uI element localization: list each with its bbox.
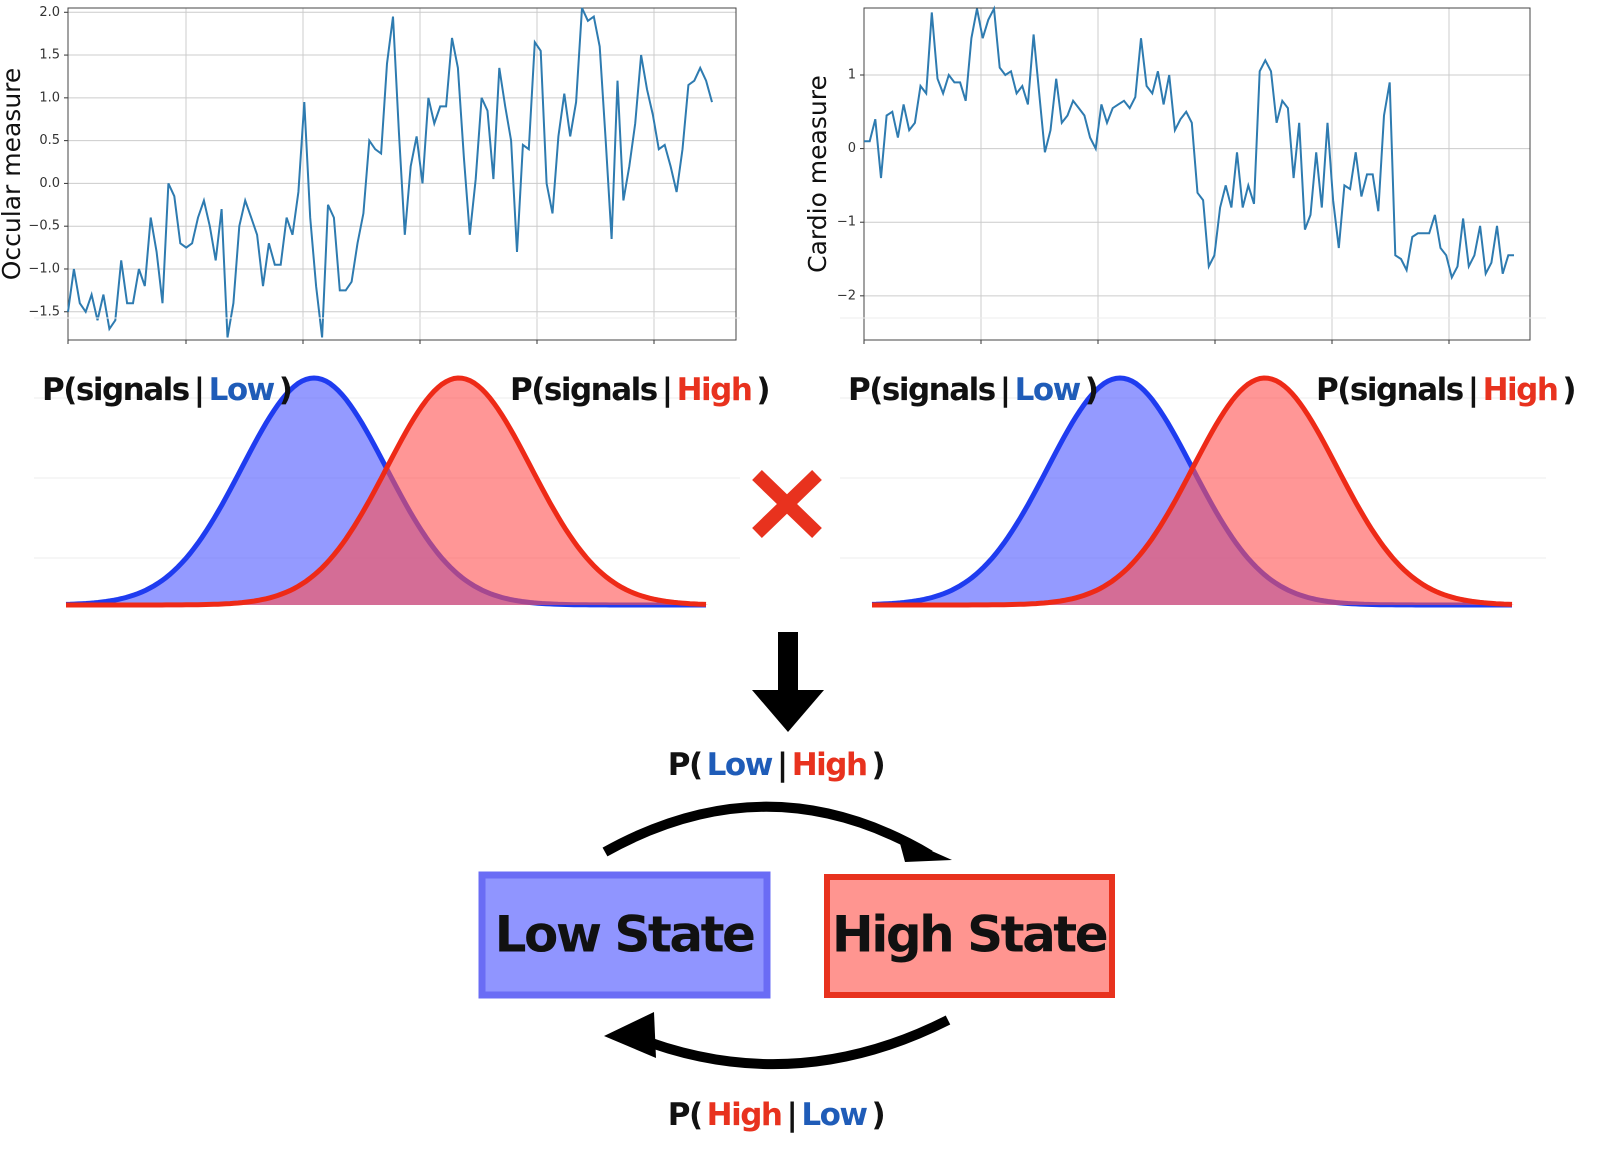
low-state-box bbox=[478, 871, 771, 999]
y-tick-label: 2.0 bbox=[39, 5, 60, 20]
y-tick-label: 1.0 bbox=[39, 90, 60, 105]
density-fill bbox=[66, 378, 708, 605]
high-state-box bbox=[824, 874, 1115, 998]
label-part: | bbox=[777, 747, 787, 783]
label-part: ) bbox=[872, 1097, 885, 1133]
y-tick-label: 0.0 bbox=[39, 176, 60, 191]
state-label: High State bbox=[832, 906, 1107, 964]
label-part: | bbox=[1468, 372, 1478, 408]
transition-arrow bbox=[628, 1015, 951, 1070]
down-arrow bbox=[752, 632, 824, 732]
label: P(High | Low) bbox=[668, 1097, 884, 1133]
y-tick-label: 1 bbox=[848, 67, 856, 82]
transition-arrow bbox=[602, 801, 933, 860]
label-part: High bbox=[677, 372, 752, 408]
label-part: ) bbox=[1562, 372, 1575, 408]
density-curve bbox=[66, 375, 707, 608]
density-fill bbox=[872, 378, 1514, 605]
label: P(signals | Low) bbox=[848, 372, 1097, 408]
label: P(signals | High) bbox=[510, 372, 769, 408]
label-part: P(signals bbox=[848, 372, 995, 408]
label-part: P( bbox=[668, 1097, 702, 1133]
label-part: Low bbox=[1015, 372, 1081, 408]
label-part: ) bbox=[1085, 372, 1098, 408]
label-part: High bbox=[1483, 372, 1558, 408]
label-part: | bbox=[787, 1097, 797, 1133]
density-curve bbox=[872, 375, 1513, 608]
plot-frame bbox=[67, 7, 737, 341]
label-part: | bbox=[194, 372, 204, 408]
label-part: Low bbox=[209, 372, 275, 408]
label-part: P(signals bbox=[510, 372, 657, 408]
data-line bbox=[67, 7, 713, 338]
y-tick-label: −1.0 bbox=[28, 261, 60, 276]
y-axis-label: Occular measure bbox=[0, 68, 26, 281]
y-tick-label: −0.5 bbox=[28, 219, 60, 234]
arrow-head bbox=[604, 1012, 656, 1058]
label-part: ) bbox=[872, 747, 885, 783]
y-tick-label: 1.5 bbox=[39, 48, 60, 63]
y-tick-label: −1 bbox=[837, 215, 856, 230]
data-line bbox=[864, 5, 1514, 281]
label: P(signals | Low) bbox=[42, 372, 291, 408]
label-part: ) bbox=[756, 372, 769, 408]
label-part: | bbox=[662, 372, 672, 408]
label: P(Low | High) bbox=[668, 747, 884, 783]
y-tick-label: 0.5 bbox=[39, 133, 60, 148]
label-part: P(signals bbox=[1316, 372, 1463, 408]
label-part: | bbox=[1000, 372, 1010, 408]
plot-frame bbox=[863, 7, 1531, 341]
y-axis-label: Cardio measure bbox=[803, 75, 832, 273]
label-part: P( bbox=[668, 747, 702, 783]
label-part: Low bbox=[707, 747, 773, 783]
multiply-sign bbox=[752, 469, 822, 539]
y-tick-label: −1.5 bbox=[28, 304, 60, 319]
label-part: ) bbox=[279, 372, 292, 408]
arrow-head bbox=[898, 836, 952, 862]
label-part: Low bbox=[801, 1097, 867, 1133]
label-part: High bbox=[792, 747, 867, 783]
label-part: P(signals bbox=[42, 372, 189, 408]
y-tick-label: 0 bbox=[848, 141, 856, 156]
state-label: Low State bbox=[495, 906, 754, 964]
y-tick-label: −2 bbox=[837, 288, 856, 303]
label-part: High bbox=[707, 1097, 782, 1133]
label: P(signals | High) bbox=[1316, 372, 1575, 408]
